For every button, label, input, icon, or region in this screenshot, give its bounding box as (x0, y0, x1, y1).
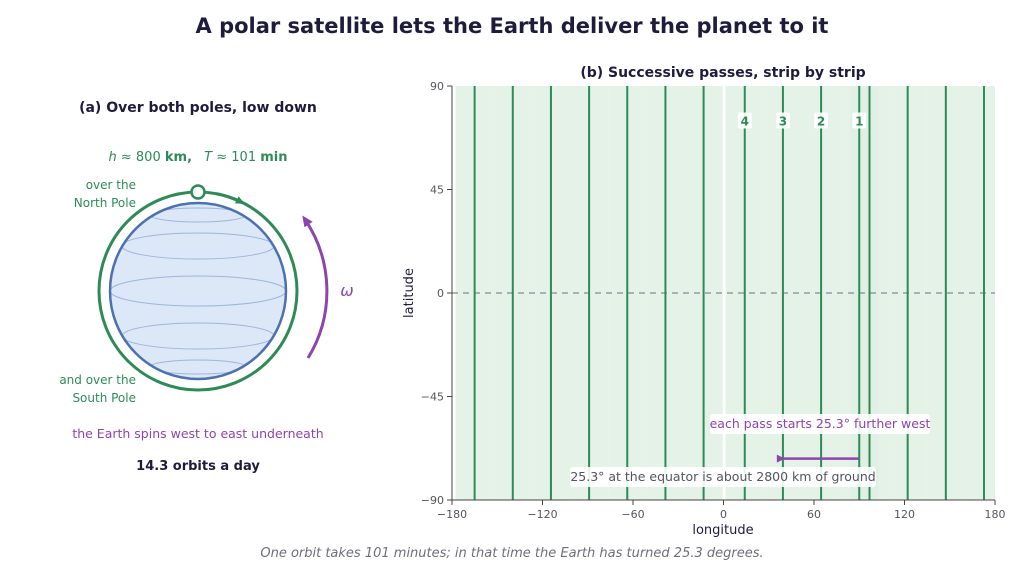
rotation-arrow-icon (302, 215, 329, 359)
panel-a-title: (a) Over both poles, low down (79, 100, 317, 116)
ground-annotation: 25.3° at the equator is about 2800 km of… (570, 467, 876, 487)
x-tick-label: 60 (807, 508, 821, 521)
earth-spin-note: the Earth spins west to east underneath (72, 426, 323, 441)
x-axis-label: longitude (692, 523, 753, 538)
omega-symbol: ω (340, 281, 353, 300)
north-pole-label-line2: North Pole (74, 196, 136, 210)
pass-number-label: 2 (817, 115, 825, 129)
y-tick-label: −90 (421, 494, 444, 507)
x-tick-label: −60 (621, 508, 644, 521)
chart-title: (b) Successive passes, strip by strip (580, 65, 865, 81)
y-tick-label: 90 (430, 80, 444, 93)
pass-number-badge (775, 112, 790, 129)
north-pole-label-line1: over the (86, 178, 136, 192)
x-tick-label: −180 (437, 508, 467, 521)
page-title: A polar satellite lets the Earth deliver… (195, 14, 829, 38)
pass-number-label: 3 (779, 115, 787, 129)
x-tick-label: 120 (894, 508, 915, 521)
orbit-parameters: h ≈ 800 km, T ≈ 101 min (109, 150, 288, 165)
x-tick-label: −120 (527, 508, 557, 521)
south-pole-label-line1: and over the (59, 373, 136, 387)
y-tick-label: 0 (437, 287, 444, 300)
pass-number-badge (814, 112, 829, 129)
x-tick-label: 0 (720, 508, 727, 521)
satellite-icon (190, 184, 206, 200)
y-tick-label: 45 (430, 184, 444, 197)
pass-number-label: 4 (741, 115, 749, 129)
orbit-arrow-icon (223, 194, 245, 205)
orbits-per-day-note: 14.3 orbits a day (136, 459, 260, 474)
pass-number-badge (852, 112, 867, 129)
y-tick-label: −45 (421, 391, 444, 404)
shift-annotation-text: each pass starts 25.3° further west (710, 416, 931, 431)
south-pole-label-line2: South Pole (72, 391, 136, 405)
y-axis-label: latitude (402, 268, 417, 318)
ground-annotation-text: 25.3° at the equator is about 2800 km of… (570, 469, 875, 484)
shift-annotation: each pass starts 25.3° further west (710, 414, 931, 434)
pass-number-label: 1 (855, 115, 863, 129)
polar-orbit-diagram: (a) Over both poles, low down h ≈ 800 km… (59, 100, 353, 474)
pass-number-badge (737, 112, 752, 129)
figure-caption: One orbit takes 101 minutes; in that tim… (260, 546, 764, 561)
x-tick-label: 180 (985, 508, 1006, 521)
